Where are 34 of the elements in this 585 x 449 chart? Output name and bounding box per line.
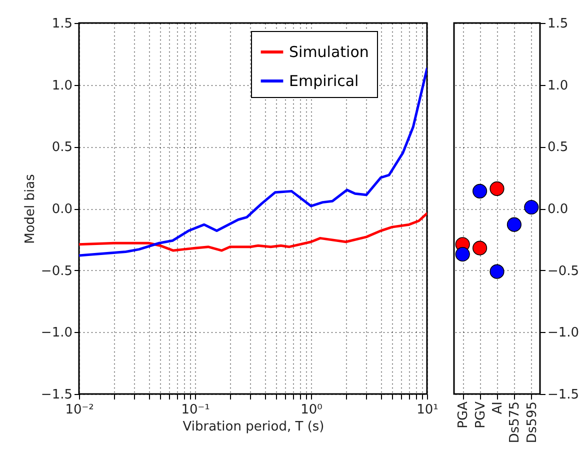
x-tick-label: 10⁰	[300, 402, 322, 418]
y-tick-label: 0.0	[52, 202, 72, 217]
x-tick-label: Ds595	[524, 402, 540, 444]
x-tick-label: 10⁻¹	[181, 402, 210, 418]
x-tick-label: PGV	[473, 401, 488, 428]
x-tick-label: 10¹	[416, 402, 438, 418]
y-tick-label: 1.0	[548, 78, 568, 94]
y-tick-label: 1.5	[548, 16, 568, 32]
x-axis-title: Vibration period, T (s)	[182, 420, 324, 434]
point	[524, 200, 539, 215]
y-tick-label: −0.5	[40, 264, 72, 279]
legend-label: Simulation	[289, 43, 369, 61]
x-tick-label: AI	[490, 402, 506, 414]
y-tick-label: 0.5	[52, 140, 72, 156]
point	[490, 264, 504, 279]
point	[472, 240, 488, 256]
point	[472, 184, 488, 198]
point	[490, 181, 504, 196]
x-tick-label: 10⁻²	[65, 402, 94, 418]
y-tick-label: −1.0	[548, 326, 580, 341]
y-axis-title: Model bias	[22, 174, 38, 244]
point	[455, 246, 470, 262]
x-tick-label: Ds575	[508, 402, 523, 444]
y-tick-label: −1.5	[548, 388, 580, 402]
legend-label: Empirical	[289, 72, 359, 90]
y-tick-label: −1.5	[40, 388, 72, 402]
y-tick-label: 1.0	[52, 78, 72, 94]
y-tick-label: 0.0	[548, 202, 568, 217]
y-tick-label: −0.5	[548, 264, 580, 279]
point	[506, 217, 522, 232]
y-tick-label: −1.0	[40, 326, 72, 341]
y-tick-label: 0.5	[548, 140, 568, 156]
x-tick-label: PGA	[456, 401, 472, 428]
y-tick-label: 1.5	[52, 16, 72, 32]
